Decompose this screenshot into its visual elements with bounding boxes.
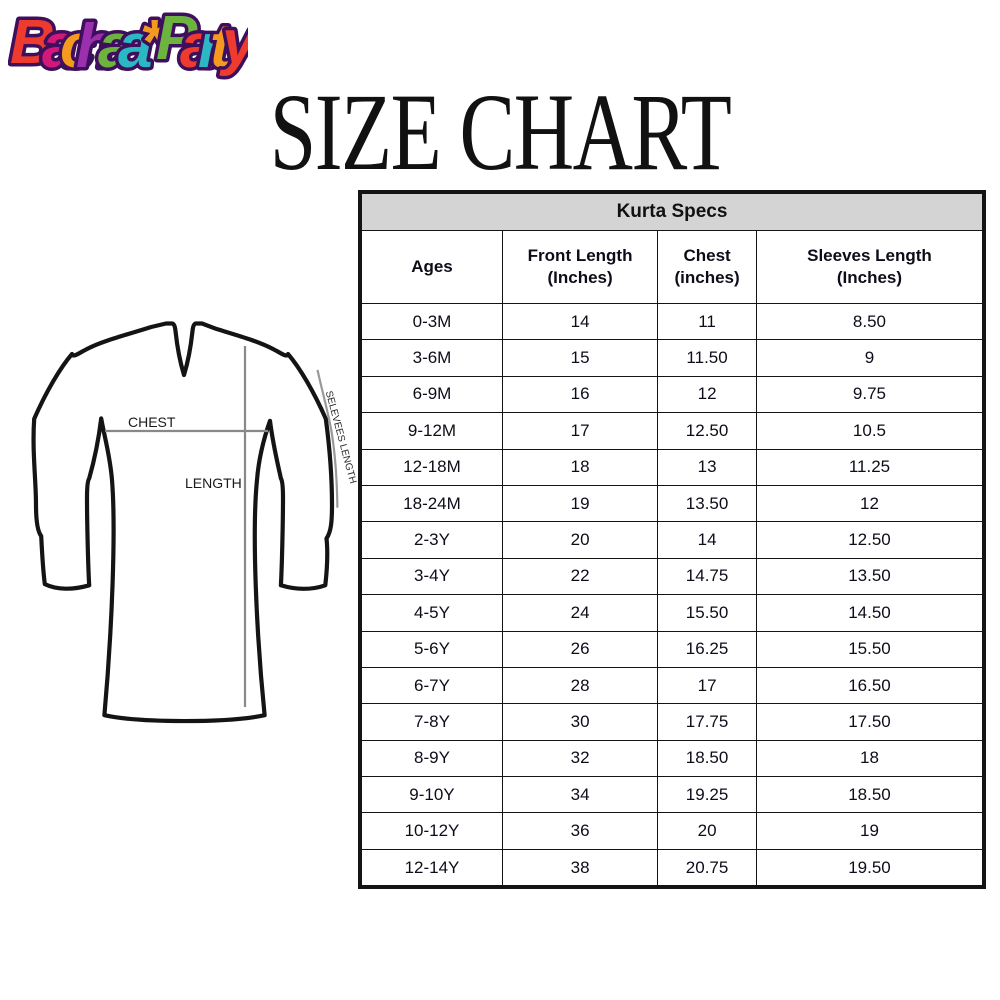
svg-text:CHEST: CHEST bbox=[128, 414, 176, 430]
svg-text:y.: y. bbox=[219, 8, 248, 77]
svg-text:LENGTH: LENGTH bbox=[185, 475, 242, 491]
